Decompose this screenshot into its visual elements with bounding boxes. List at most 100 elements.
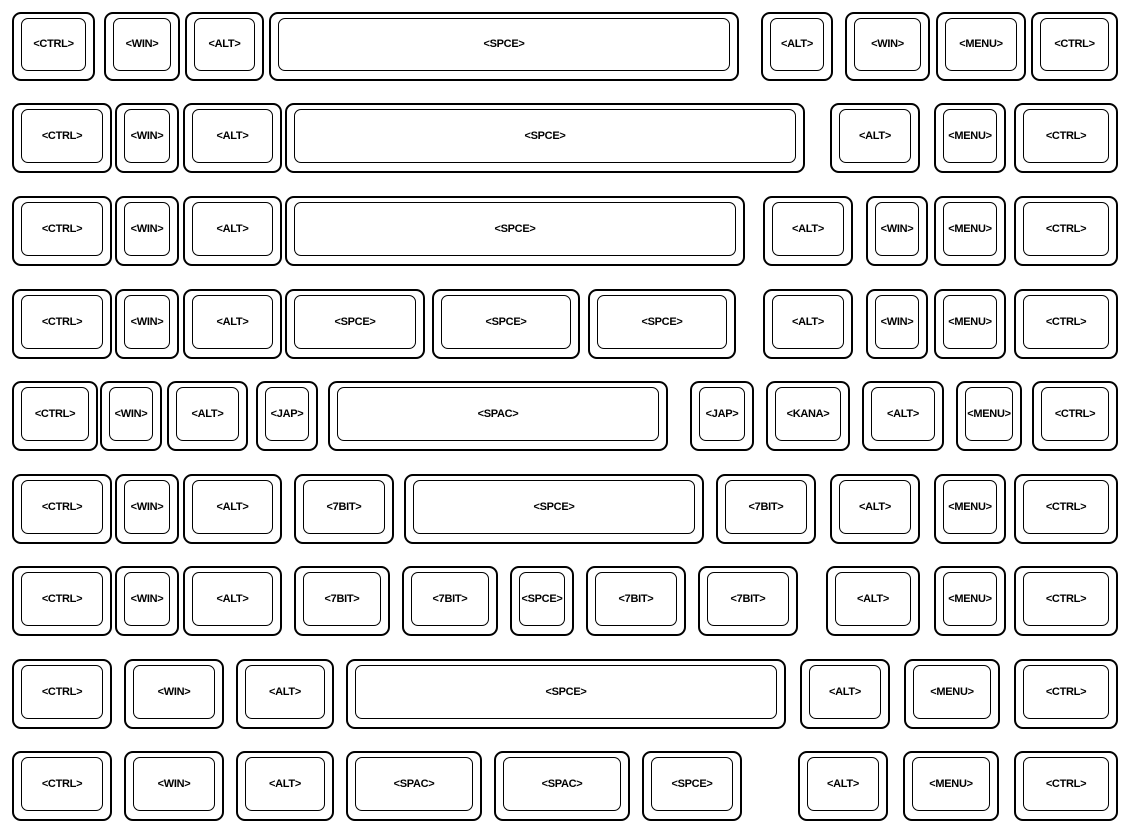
key-ctrl[interactable]: <CTRL> <box>12 474 112 544</box>
key-menu[interactable]: <MENU> <box>934 289 1006 359</box>
key-spce[interactable]: <SPCE> <box>285 103 805 173</box>
key-menu[interactable]: <MENU> <box>934 474 1006 544</box>
key-spac[interactable]: <SPAC> <box>346 751 482 821</box>
key-alt[interactable]: <ALT> <box>763 289 853 359</box>
key-alt[interactable]: <ALT> <box>236 659 334 729</box>
key-kana[interactable]: <KANA> <box>766 381 850 451</box>
keycap-top: <ALT> <box>839 480 911 534</box>
key-7bit[interactable]: <7BIT> <box>716 474 816 544</box>
key-win[interactable]: <WIN> <box>100 381 162 451</box>
key-win[interactable]: <WIN> <box>115 566 179 636</box>
key-ctrl[interactable]: <CTRL> <box>12 289 112 359</box>
key-ctrl[interactable]: <CTRL> <box>12 381 98 451</box>
key-7bit[interactable]: <7BIT> <box>586 566 686 636</box>
key-spce[interactable]: <SPCE> <box>346 659 786 729</box>
key-spce[interactable]: <SPCE> <box>588 289 736 359</box>
key-spac[interactable]: <SPAC> <box>328 381 668 451</box>
key-alt[interactable]: <ALT> <box>183 566 282 636</box>
key-label: <CTRL> <box>41 592 83 605</box>
key-ctrl[interactable]: <CTRL> <box>12 103 112 173</box>
key-alt[interactable]: <ALT> <box>183 196 282 266</box>
key-spce[interactable]: <SPCE> <box>404 474 704 544</box>
key-alt[interactable]: <ALT> <box>761 12 833 81</box>
key-win[interactable]: <WIN> <box>866 289 928 359</box>
key-win[interactable]: <WIN> <box>115 103 179 173</box>
key-alt[interactable]: <ALT> <box>167 381 248 451</box>
keyboard-row: <CTRL> <WIN> <ALT> <7BIT> <SPCE> <7BIT> <ALT> <… <box>0 474 1131 544</box>
key-win[interactable]: <WIN> <box>124 659 224 729</box>
key-win[interactable]: <WIN> <box>845 12 930 81</box>
key-win[interactable]: <WIN> <box>115 289 179 359</box>
key-alt[interactable]: <ALT> <box>185 12 264 81</box>
key-label: <ALT> <box>827 777 859 790</box>
key-alt[interactable]: <ALT> <box>800 659 890 729</box>
key-label: <WIN> <box>871 38 904 50</box>
key-ctrl[interactable]: <CTRL> <box>12 751 112 821</box>
key-spce[interactable]: <SPCE> <box>269 12 739 81</box>
keycap-top: <CTRL> <box>1023 665 1109 719</box>
key-spce[interactable]: <SPCE> <box>642 751 742 821</box>
key-ctrl[interactable]: <CTRL> <box>12 12 95 81</box>
key-spce[interactable]: <SPCE> <box>285 196 745 266</box>
key-menu[interactable]: <MENU> <box>934 103 1006 173</box>
keycap-top: <ALT> <box>245 757 325 811</box>
key-menu[interactable]: <MENU> <box>934 566 1006 636</box>
key-alt[interactable]: <ALT> <box>183 474 282 544</box>
key-menu[interactable]: <MENU> <box>904 659 1000 729</box>
key-label: <MENU> <box>967 407 1011 420</box>
key-label: <CTRL> <box>1054 38 1095 50</box>
keyboard-row: <CTRL> <WIN> <ALT> <7BIT> <7BIT> <SPCE> <7BIT>… <box>0 566 1131 636</box>
key-label: <CTRL> <box>41 500 83 513</box>
key-7bit[interactable]: <7BIT> <box>294 474 394 544</box>
key-ctrl[interactable]: <CTRL> <box>1032 381 1118 451</box>
key-ctrl[interactable]: <CTRL> <box>1014 196 1118 266</box>
key-menu[interactable]: <MENU> <box>936 12 1026 81</box>
key-7bit[interactable]: <7BIT> <box>294 566 390 636</box>
key-alt[interactable]: <ALT> <box>236 751 334 821</box>
keycap-top: <CTRL> <box>21 572 103 626</box>
key-spce[interactable]: <SPCE> <box>432 289 580 359</box>
key-win[interactable]: <WIN> <box>115 474 179 544</box>
key-menu[interactable]: <MENU> <box>956 381 1022 451</box>
keycap-top: <SPCE> <box>441 295 571 349</box>
key-label: <WIN> <box>157 685 191 698</box>
key-ctrl[interactable]: <CTRL> <box>1014 659 1118 729</box>
key-ctrl[interactable]: <CTRL> <box>1014 751 1118 821</box>
keycap-top: <ALT> <box>192 109 273 163</box>
key-win[interactable]: <WIN> <box>124 751 224 821</box>
key-spce[interactable]: <SPCE> <box>510 566 574 636</box>
key-spac[interactable]: <SPAC> <box>494 751 630 821</box>
key-jap[interactable]: <JAP> <box>256 381 318 451</box>
key-label: <CTRL> <box>1045 777 1087 790</box>
key-ctrl[interactable]: <CTRL> <box>1031 12 1118 81</box>
key-ctrl[interactable]: <CTRL> <box>12 659 112 729</box>
key-ctrl[interactable]: <CTRL> <box>1014 289 1118 359</box>
key-menu[interactable]: <MENU> <box>934 196 1006 266</box>
key-alt[interactable]: <ALT> <box>763 196 853 266</box>
key-ctrl[interactable]: <CTRL> <box>12 566 112 636</box>
key-ctrl[interactable]: <CTRL> <box>1014 566 1118 636</box>
key-win[interactable]: <WIN> <box>104 12 180 81</box>
key-spce[interactable]: <SPCE> <box>285 289 425 359</box>
key-alt[interactable]: <ALT> <box>826 566 920 636</box>
key-alt[interactable]: <ALT> <box>798 751 888 821</box>
key-alt[interactable]: <ALT> <box>183 289 282 359</box>
key-alt[interactable]: <ALT> <box>830 474 920 544</box>
key-win[interactable]: <WIN> <box>115 196 179 266</box>
key-alt[interactable]: <ALT> <box>862 381 944 451</box>
key-ctrl[interactable]: <CTRL> <box>1014 103 1118 173</box>
key-label: <SPCE> <box>524 129 566 142</box>
key-win[interactable]: <WIN> <box>866 196 928 266</box>
key-jap[interactable]: <JAP> <box>690 381 754 451</box>
key-label: <SPAC> <box>541 777 583 790</box>
key-ctrl[interactable]: <CTRL> <box>12 196 112 266</box>
key-ctrl[interactable]: <CTRL> <box>1014 474 1118 544</box>
key-7bit[interactable]: <7BIT> <box>402 566 498 636</box>
key-label: <ALT> <box>208 38 241 50</box>
key-label: <CTRL> <box>1045 500 1087 513</box>
key-alt[interactable]: <ALT> <box>183 103 282 173</box>
key-menu[interactable]: <MENU> <box>903 751 999 821</box>
key-7bit[interactable]: <7BIT> <box>698 566 798 636</box>
key-alt[interactable]: <ALT> <box>830 103 920 173</box>
